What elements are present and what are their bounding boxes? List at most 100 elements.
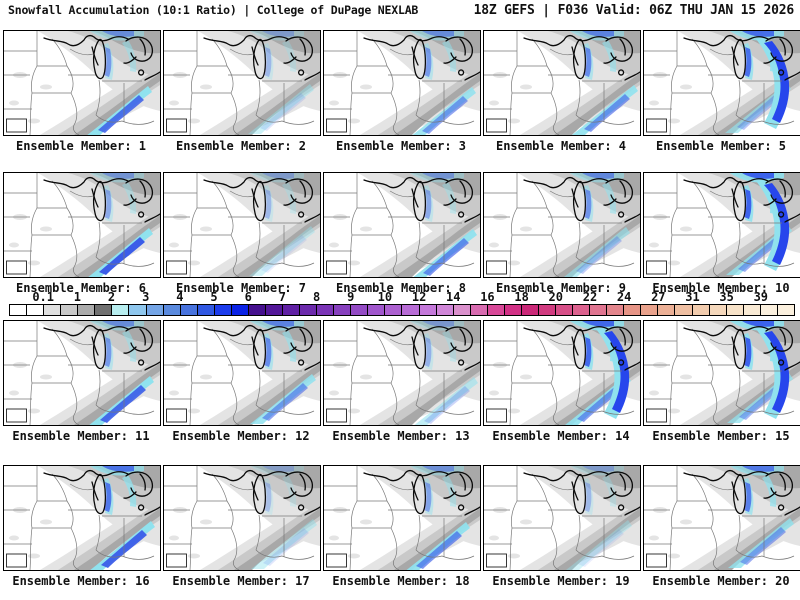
snowfall-map (323, 465, 481, 571)
snow-dark-fill (234, 466, 320, 570)
colorbar-cell (402, 305, 420, 315)
snowfall-map (3, 320, 161, 426)
ensemble-member-label: Ensemble Member: 20 (652, 574, 790, 588)
snowfall-map (483, 30, 641, 136)
colorbar-tick-label: 10 (377, 290, 393, 304)
colorbar-cell (61, 305, 79, 315)
state-borders (164, 173, 315, 277)
colorbar-cell (129, 305, 147, 315)
colorbar-cell (538, 305, 556, 315)
snow-band-blue (738, 234, 784, 272)
ensemble-panel: Ensemble Member: 10 (643, 172, 800, 295)
ensemble-member-label: Ensemble Member: 16 (12, 574, 150, 588)
snow-band-blue (424, 386, 470, 424)
snow-band-blue (737, 92, 783, 130)
colorbar-tick-label: 27 (651, 290, 666, 304)
snow-dark-fill (234, 31, 320, 135)
panel-row-3: Ensemble Member: 11 (3, 320, 800, 443)
great-lakes-outlines (683, 469, 800, 516)
state-borders (4, 466, 155, 570)
snow-band-cyan (566, 520, 632, 570)
colorbar-cell (334, 305, 352, 315)
ensemble-panel: Ensemble Member: 16 (3, 465, 161, 588)
snow-dark-fill (394, 321, 480, 425)
snowfall-map (643, 30, 800, 136)
ensemble-panel: Ensemble Member: 15 (643, 320, 800, 443)
lake-effect-blue (582, 321, 614, 367)
snow-band-group (406, 522, 470, 570)
colorbar-tick-label: 7 (278, 290, 287, 304)
colorbar-cell (692, 305, 710, 315)
great-lakes-outlines (523, 324, 640, 371)
state-borders (644, 321, 795, 425)
product-title: Snowfall Accumulation (10:1 Ratio) | Col… (8, 3, 419, 17)
colorbar-cell (556, 305, 574, 315)
ensemble-panel: Ensemble Member: 8 (323, 172, 481, 295)
colorbar-cell (163, 305, 181, 315)
colorbar-cell (436, 305, 454, 315)
colorbar-cell (78, 305, 96, 315)
great-lakes-outlines (203, 469, 320, 516)
state-borders (324, 321, 475, 425)
colorbar-tick-label: 12 (411, 290, 427, 304)
great-lakes-outlines (203, 34, 320, 81)
lake-effect-blue (422, 321, 454, 367)
colorbar-cell (470, 305, 488, 315)
snow-band-group (566, 520, 632, 570)
snow-band-cyan (249, 226, 315, 276)
model-run-valid-time: 18Z GEFS | F036 Valid: 06Z THU JAN 15 20… (473, 3, 795, 18)
colorbar-tick-label: 31 (685, 290, 700, 304)
colorbar-cell (658, 305, 676, 315)
colorbar-cell (760, 305, 778, 315)
snowfall-map (3, 465, 161, 571)
colorbar-cell (487, 305, 505, 315)
snow-band-blue (740, 527, 786, 565)
colorbar-cell (146, 305, 164, 315)
state-borders (644, 31, 795, 135)
snow-dark-fill (554, 466, 640, 570)
colorbar-cell (44, 305, 62, 315)
colorbar-tick-label: 8 (312, 290, 321, 304)
snow-band-blue (260, 93, 306, 131)
ensemble-member-label: Ensemble Member: 19 (492, 574, 630, 588)
header: Snowfall Accumulation (10:1 Ratio) | Col… (8, 3, 794, 18)
inset-box (326, 118, 347, 133)
colorbar-cell (624, 305, 642, 315)
ensemble-member-label: Ensemble Member: 15 (652, 429, 790, 443)
inset-box (646, 260, 667, 275)
great-lakes-outlines (203, 324, 320, 371)
ensemble-member-label: Ensemble Member: 13 (332, 429, 470, 443)
inset-box (326, 553, 347, 568)
ensemble-panel: Ensemble Member: 13 (323, 320, 481, 443)
snowfall-map (483, 320, 641, 426)
colorbar-cell (607, 305, 625, 315)
lake-effect-blue (742, 321, 774, 367)
inset-box (6, 118, 27, 133)
snow-band-blue (416, 531, 462, 569)
great-lakes-outlines (43, 469, 160, 516)
snowfall-map (3, 172, 161, 278)
colorbar-cell (521, 305, 539, 315)
snowfall-map (163, 465, 321, 571)
inset-box (646, 553, 667, 568)
ensemble-panel: Ensemble Member: 11 (3, 320, 161, 443)
colorbar-cell (504, 305, 522, 315)
colorbar-strip (9, 304, 795, 316)
snow-band-group (564, 227, 630, 277)
colorbar-tick-label: 18 (514, 290, 529, 304)
state-borders (4, 173, 155, 277)
colorbar-cell (180, 305, 198, 315)
ensemble-panel: Ensemble Member: 12 (163, 320, 321, 443)
great-lakes-outlines (43, 34, 160, 81)
ensemble-member-label: Ensemble Member: 6 (15, 281, 147, 295)
ensemble-member-label: Ensemble Member: 17 (172, 574, 310, 588)
state-borders (324, 31, 475, 135)
colorbar-cell (777, 305, 794, 315)
ensemble-panel: Ensemble Member: 18 (323, 465, 481, 588)
inset-box (166, 260, 187, 275)
inset-box (486, 408, 507, 423)
colorbar-tick-label: 20 (548, 290, 564, 304)
snow-dark-fill (74, 173, 160, 277)
panel-row-4: Ensemble Member: 16 (3, 465, 800, 588)
great-lakes-outlines (43, 324, 160, 371)
